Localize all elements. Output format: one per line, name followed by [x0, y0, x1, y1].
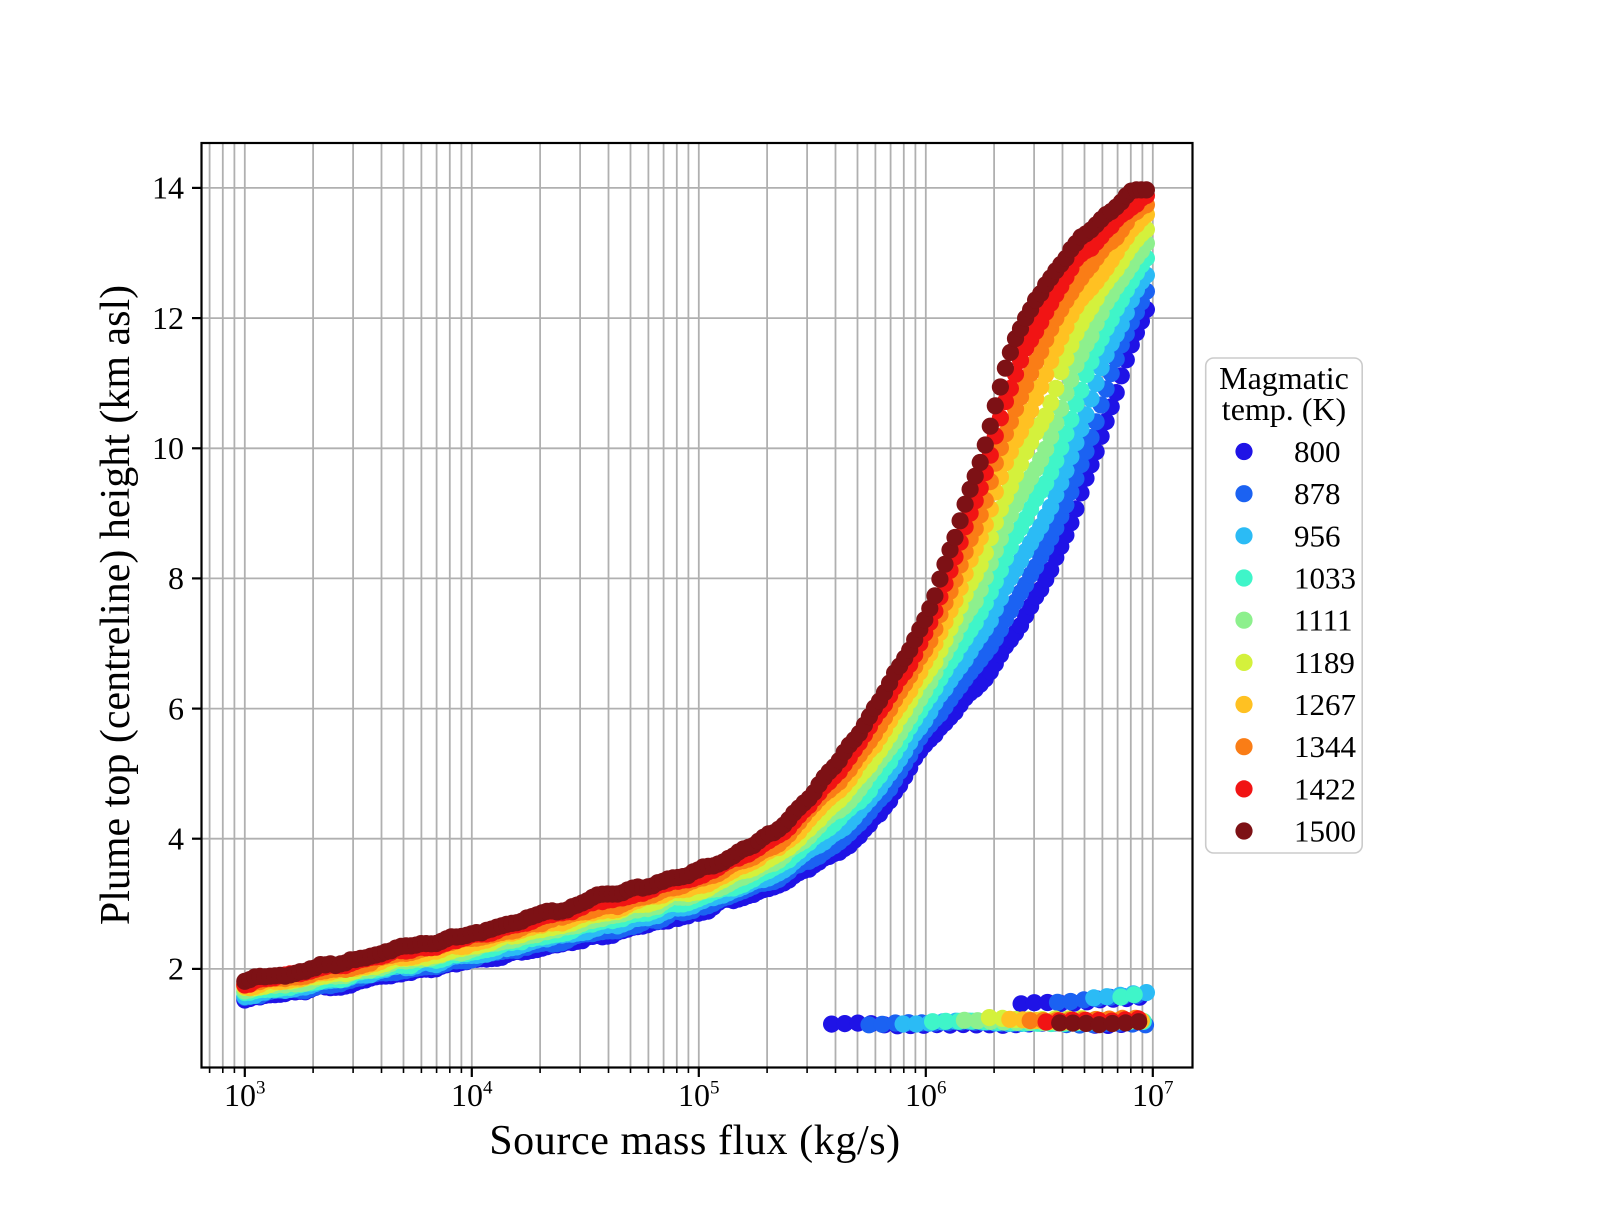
svg-text:Magmatic: Magmatic — [1219, 360, 1349, 396]
svg-text:1267: 1267 — [1294, 687, 1356, 722]
svg-text:1111: 1111 — [1294, 603, 1353, 638]
svg-text:1344: 1344 — [1294, 729, 1357, 764]
svg-text:956: 956 — [1294, 518, 1341, 553]
svg-text:878: 878 — [1294, 476, 1341, 511]
svg-text:2: 2 — [168, 951, 184, 987]
svg-text:Source mass flux (kg/s): Source mass flux (kg/s) — [489, 1118, 901, 1164]
svg-text:6: 6 — [168, 690, 184, 726]
svg-text:800: 800 — [1294, 434, 1341, 469]
svg-text:Plume top (centreline) height: Plume top (centreline) height (km asl) — [93, 285, 139, 925]
svg-text:10: 10 — [152, 430, 184, 466]
svg-text:1033: 1033 — [1294, 561, 1356, 596]
svg-text:1189: 1189 — [1294, 645, 1355, 680]
svg-text:1500: 1500 — [1294, 814, 1356, 849]
svg-text:14: 14 — [152, 170, 184, 206]
svg-text:12: 12 — [152, 300, 184, 336]
svg-text:1422: 1422 — [1294, 771, 1356, 806]
svg-text:temp. (K): temp. (K) — [1222, 391, 1346, 427]
svg-text:8: 8 — [168, 560, 184, 596]
svg-text:4: 4 — [168, 820, 184, 856]
